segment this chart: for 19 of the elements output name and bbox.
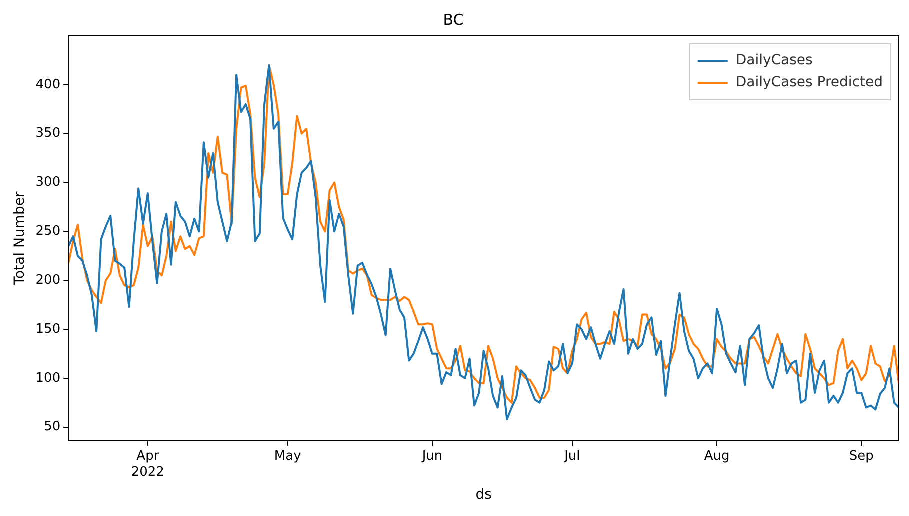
y-axis-title: Total Number: [12, 192, 28, 286]
y-tick-label: 300: [36, 175, 61, 190]
x-tick-label: Jun: [421, 449, 443, 464]
y-tick-label: 50: [44, 420, 61, 435]
x-tick-label: May: [274, 449, 302, 464]
x-tick-label: Jul: [564, 449, 580, 464]
y-tick-label: 150: [36, 322, 61, 337]
y-tick-label: 200: [36, 272, 61, 288]
x-tick-label: Apr 2022: [131, 449, 164, 480]
chart-title: BC: [443, 10, 464, 29]
x-tick-label: Aug: [704, 449, 730, 464]
y-tick-label: 100: [36, 370, 61, 386]
y-tick-label: 350: [36, 126, 61, 142]
x-tick-label: Sep: [849, 449, 874, 464]
x-axis-title: ds: [476, 487, 492, 504]
legend-label: DailyCases Predicted: [736, 74, 884, 91]
legend-label: DailyCases: [736, 52, 813, 69]
y-tick-label: 250: [36, 224, 61, 240]
y-tick-label: 400: [36, 77, 61, 92]
